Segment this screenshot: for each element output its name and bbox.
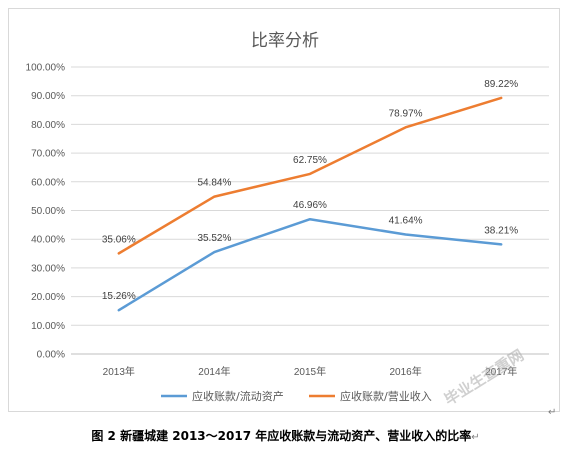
- data-label: 15.26%: [102, 291, 136, 302]
- y-tick-label: 10.00%: [31, 321, 65, 332]
- caption-return-mark: ↵: [471, 432, 480, 443]
- series-line-2: [117, 96, 503, 255]
- y-tick-label: 70.00%: [31, 149, 65, 160]
- data-label: 35.06%: [102, 234, 136, 245]
- y-tick-label: 50.00%: [31, 206, 65, 217]
- data-label: 41.64%: [389, 215, 423, 226]
- return-mark: ↵: [548, 407, 557, 418]
- data-label: 62.75%: [293, 155, 327, 166]
- y-tick-label: 100.00%: [26, 63, 66, 74]
- figure-caption: 图 2 新疆城建 2013～2017 年应收账款与流动资产、营业收入的比率↵: [0, 427, 571, 444]
- data-label: 35.52%: [197, 233, 231, 244]
- y-tick-label: 30.00%: [31, 263, 65, 274]
- x-tick-label: 2017年: [485, 365, 517, 378]
- line-chart: 比率分析 0.00% 10.00% 20.00% 30.00% 40.00% 50.00%…: [26, 31, 549, 403]
- x-tick-label: 2014年: [198, 365, 230, 378]
- legend-label: 应收账款/营业收入: [340, 389, 432, 403]
- data-label: 78.97%: [389, 108, 423, 119]
- y-tick-label: 90.00%: [31, 91, 65, 102]
- y-tick-label: 0.00%: [37, 350, 65, 361]
- data-label: 54.84%: [197, 178, 231, 189]
- chart-frame: 比率分析 0.00% 10.00% 20.00% 30.00% 40.00% 50.00%…: [8, 8, 560, 412]
- data-label: 46.96%: [293, 200, 327, 211]
- chart-title: 比率分析: [251, 31, 319, 51]
- x-tick-label: 2015年: [294, 365, 326, 378]
- y-tick-label: 40.00%: [31, 235, 65, 246]
- y-tick-label: 20.00%: [31, 292, 65, 303]
- data-label: 38.21%: [484, 225, 518, 236]
- y-tick-label: 60.00%: [31, 177, 65, 188]
- caption-text: 图 2 新疆城建 2013～2017 年应收账款与流动资产、营业收入的比率: [91, 429, 472, 443]
- y-tick-label: 80.00%: [31, 120, 65, 131]
- series-line-1: [117, 217, 503, 312]
- x-tick-label: 2013年: [103, 365, 135, 378]
- x-tick-label: 2016年: [389, 365, 421, 378]
- data-label: 89.22%: [484, 79, 518, 90]
- legend-label: 应收账款/流动资产: [192, 389, 284, 403]
